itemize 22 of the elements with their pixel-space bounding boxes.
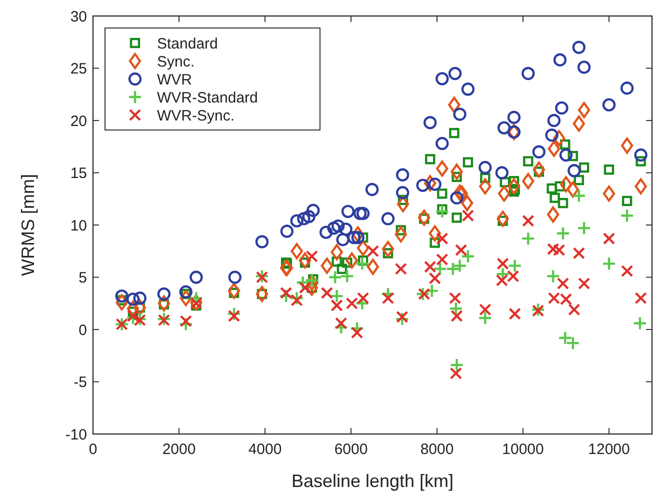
x-tick-label: 12000 — [588, 441, 630, 458]
y-tick-label: 10 — [70, 217, 87, 234]
y-tick-label: 5 — [78, 270, 87, 286]
x-tick-label: 6000 — [334, 441, 368, 458]
legend-label: Standard — [157, 35, 218, 52]
legend-label: Sync. — [157, 53, 195, 70]
legend-label: WVR-Standard — [157, 89, 258, 106]
y-tick-label: 0 — [78, 322, 87, 339]
x-axis-title: Baseline length [km] — [291, 471, 454, 491]
y-tick-label: -5 — [74, 374, 87, 391]
y-axis-title: WRMS [mm] — [18, 174, 38, 276]
y-tick-label: 30 — [70, 8, 87, 26]
y-tick-label: 15 — [70, 165, 87, 182]
x-tick-label: 8000 — [420, 441, 454, 458]
y-tick-label: 20 — [70, 112, 87, 130]
legend-label: WVR-Sync. — [157, 107, 235, 124]
legend-label: WVR — [157, 71, 192, 88]
y-tick-label: 25 — [70, 60, 87, 78]
x-tick-label: 10000 — [502, 441, 544, 458]
x-tick-label: 2000 — [162, 441, 196, 458]
x-tick-label: 4000 — [248, 441, 282, 458]
y-tick-label: -10 — [65, 426, 87, 444]
